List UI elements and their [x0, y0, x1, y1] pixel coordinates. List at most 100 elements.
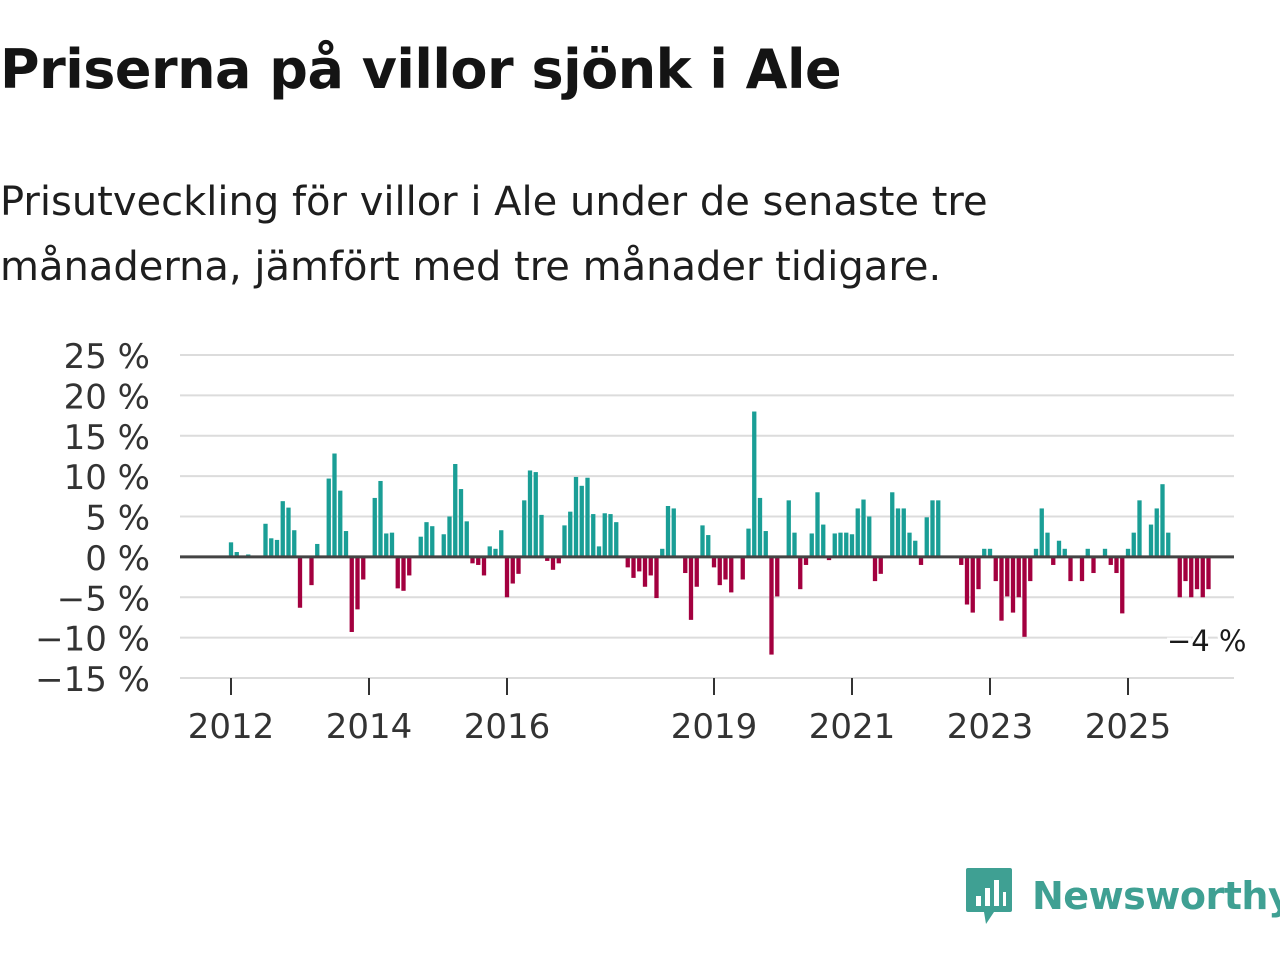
bar-chart: 25 %20 %15 %10 %5 %0 %−5 %−10 %−15 % 201…	[35, 337, 1249, 747]
bar	[637, 556, 642, 572]
bar	[694, 556, 699, 587]
bar	[280, 501, 285, 557]
bar	[648, 556, 653, 576]
bar	[803, 556, 809, 565]
bar	[1177, 556, 1182, 598]
bar	[562, 525, 567, 557]
bar	[361, 556, 366, 580]
bar	[1120, 556, 1125, 614]
bar	[228, 542, 234, 557]
bar	[464, 521, 469, 557]
bar	[976, 556, 981, 590]
bar	[1085, 548, 1090, 557]
bar	[890, 492, 895, 557]
bar	[614, 522, 619, 557]
bar	[688, 556, 694, 620]
x-tick-label: 2019	[671, 707, 758, 747]
bar	[384, 533, 389, 557]
bar	[895, 508, 901, 557]
bar	[1131, 532, 1136, 557]
bar	[355, 556, 360, 610]
newsworthy-logo[interactable]: Newsworthy	[964, 864, 1280, 928]
bar	[970, 556, 975, 613]
bar	[1045, 532, 1050, 557]
bar	[723, 556, 728, 580]
bar	[326, 478, 331, 557]
bar	[504, 556, 510, 598]
bar	[401, 556, 406, 591]
bar	[1005, 556, 1010, 597]
bar	[1189, 556, 1194, 598]
bar	[826, 556, 832, 561]
last-value-label: −4 %	[1167, 624, 1247, 658]
bar	[999, 556, 1004, 621]
bar	[453, 464, 458, 557]
bar	[855, 508, 860, 557]
bar	[1160, 484, 1165, 557]
bar	[1114, 556, 1119, 574]
bar	[481, 556, 487, 576]
bar	[752, 411, 757, 557]
bar	[573, 476, 579, 557]
chart-subtitle: Prisutveckling för villor i Ale under de…	[0, 179, 988, 290]
bar	[395, 556, 400, 589]
bar	[792, 532, 797, 557]
x-tick-label: 2014	[326, 707, 413, 747]
bar	[378, 480, 383, 557]
bar	[389, 532, 395, 557]
bar	[838, 532, 843, 557]
bar	[591, 514, 596, 557]
bar	[786, 500, 791, 557]
bar	[757, 497, 763, 557]
y-tick-label: 5 %	[85, 499, 150, 539]
bar	[470, 556, 475, 564]
bar	[706, 535, 711, 557]
bar	[263, 523, 268, 557]
bar	[533, 472, 538, 557]
brand-name: Newsworthy	[1032, 874, 1280, 918]
bar	[269, 538, 274, 557]
bar	[1016, 556, 1021, 598]
bar	[441, 534, 446, 557]
bar	[372, 497, 377, 557]
bar	[867, 516, 872, 557]
bar	[930, 500, 935, 557]
bar	[424, 522, 429, 557]
bar	[700, 525, 705, 557]
bar	[763, 531, 768, 557]
bar	[596, 546, 602, 557]
bar	[861, 499, 866, 557]
bar	[274, 539, 280, 557]
bar	[798, 556, 803, 590]
bar	[878, 556, 883, 574]
x-tick-label: 2025	[1085, 707, 1172, 747]
y-tick-label: 15 %	[64, 418, 150, 458]
bar	[499, 530, 504, 557]
bar	[476, 556, 481, 565]
y-tick-label: −15 %	[35, 660, 150, 700]
bar	[1028, 556, 1033, 582]
bar	[987, 548, 993, 557]
y-tick-label: −10 %	[35, 620, 150, 660]
bar	[1125, 548, 1131, 557]
bar	[407, 556, 412, 576]
bar	[1033, 548, 1039, 557]
bar	[815, 492, 820, 557]
bar	[746, 528, 751, 557]
y-axis: 25 %20 %15 %10 %5 %0 %−5 %−10 %−15 %	[35, 337, 150, 700]
bar	[1010, 556, 1016, 613]
bar	[1051, 556, 1056, 565]
bar	[683, 556, 688, 574]
bar	[625, 556, 630, 568]
bar	[993, 556, 998, 582]
y-tick-label: −5 %	[57, 579, 150, 619]
bar	[579, 485, 584, 557]
bar	[936, 500, 941, 557]
bar	[642, 556, 648, 587]
bar	[1154, 508, 1159, 557]
bar	[522, 500, 527, 557]
bar	[292, 530, 297, 557]
bar	[1079, 556, 1085, 582]
bar	[1148, 524, 1154, 557]
bar	[809, 533, 814, 557]
